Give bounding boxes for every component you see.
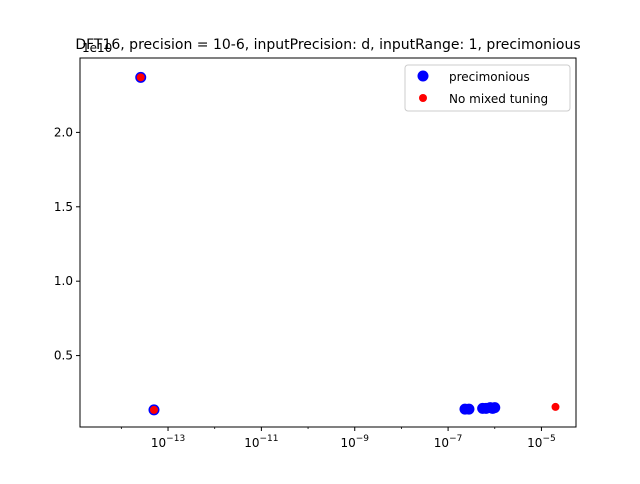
y-axis: 0.5 1.0 1.5 2.0 bbox=[54, 125, 80, 363]
y-tick-label: 0.5 bbox=[54, 349, 73, 363]
data-point-no-mixed-tuning bbox=[136, 73, 145, 82]
legend-label-precimonious: precimonious bbox=[449, 70, 530, 84]
data-point-precimonious bbox=[463, 403, 475, 415]
data-point-precimonious bbox=[489, 402, 501, 414]
legend-label-no-mixed-tuning: No mixed tuning bbox=[449, 92, 548, 106]
x-tick-label: 10−9 bbox=[340, 434, 369, 450]
x-tick-label: 10−11 bbox=[244, 434, 278, 450]
x-tick-label: 10−7 bbox=[434, 434, 463, 450]
legend: precimonious No mixed tuning bbox=[404, 64, 571, 112]
data-point-no-mixed-tuning bbox=[551, 402, 560, 411]
y-tick-label: 1.0 bbox=[54, 274, 73, 288]
y-tick-label: 2.0 bbox=[54, 125, 73, 139]
plot-frame bbox=[79, 57, 577, 428]
y-tick-label: 1.5 bbox=[54, 200, 73, 214]
legend-marker-precimonious bbox=[417, 70, 429, 82]
x-tick-label: 10−13 bbox=[151, 434, 185, 450]
chart-title: DFT16, precision = 10-6, inputPrecision:… bbox=[75, 37, 580, 53]
data-points bbox=[135, 71, 560, 416]
x-tick-label: 10−5 bbox=[527, 434, 556, 450]
y-offset-text: 1e10 bbox=[82, 41, 112, 55]
x-axis: 10−13 10−11 10−9 10−7 10−5 bbox=[120, 427, 556, 450]
legend-box bbox=[404, 64, 571, 112]
data-point-no-mixed-tuning bbox=[149, 405, 158, 414]
legend-marker-no-mixed-tuning bbox=[419, 94, 427, 102]
